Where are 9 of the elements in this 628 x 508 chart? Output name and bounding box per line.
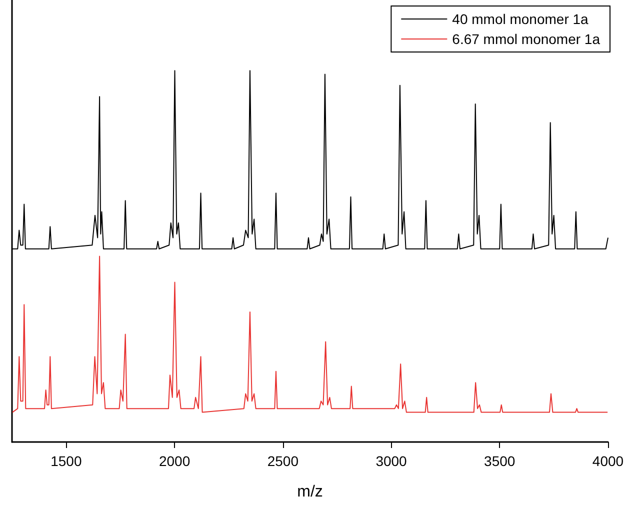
legend-label: 6.67 mmol monomer 1a <box>452 31 600 47</box>
x-axis-title: m/z <box>297 484 323 500</box>
x-tick-label: 2500 <box>267 453 299 469</box>
x-tick-label: 1500 <box>50 453 82 469</box>
x-tick-label: 3000 <box>376 453 408 469</box>
x-tick-label: 4000 <box>592 453 624 469</box>
x-tick-label: 2000 <box>158 453 190 469</box>
legend-label: 40 mmol monomer 1a <box>452 11 589 27</box>
x-tick-label: 3500 <box>484 453 516 469</box>
